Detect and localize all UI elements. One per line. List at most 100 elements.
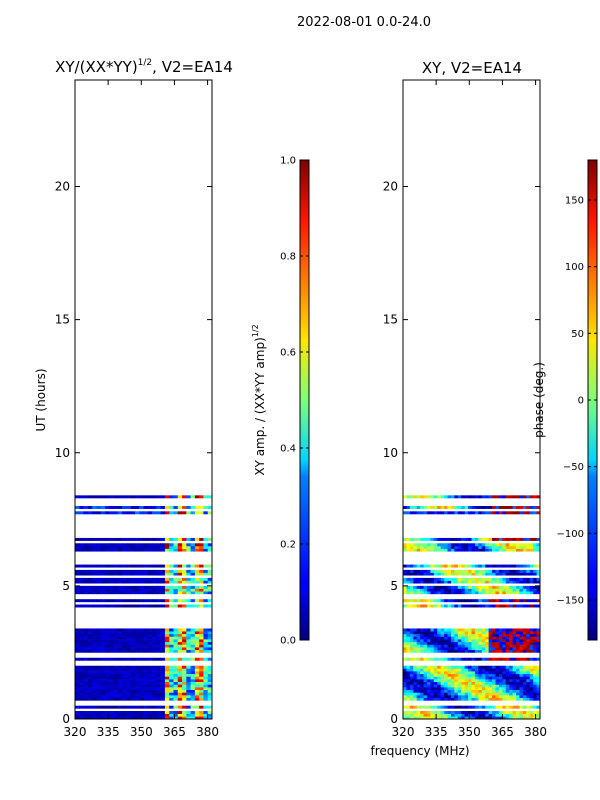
amplitude-heatmap-cell [134,644,140,648]
phase-heatmap-cell [468,679,472,683]
amplitude-heatmap-cell [177,511,183,515]
phase-heatmap-cell [495,628,500,632]
phase-heatmap-cell [420,697,424,701]
phase-heatmap-cell [409,641,414,645]
amplitude-heatmap-cell [190,692,196,696]
phase-heatmap-cell [488,684,493,688]
phase-heatmap-cell [529,687,534,691]
amplitude-heatmap-cell [203,697,209,701]
phase-heatmap-cell [502,631,507,635]
phase-heatmap-cell [416,591,421,595]
amplitude-heatmap-cell [143,657,149,661]
phase-heatmap-cell [474,591,479,595]
phase-heatmap-cell [468,695,472,698]
phase-heatmap-cell [413,633,418,637]
phase-heatmap-cell [522,692,527,696]
amplitude-heatmap-cell [75,713,80,717]
amplitude-heatmap-cell [190,647,196,651]
amplitude-heatmap-cell [194,711,200,714]
phase-heatmap-cell [437,711,442,714]
phase-heatmap-cell [440,569,445,573]
phase-x-tick-label: 320 [392,725,415,739]
amplitude-heatmap-cell [194,585,200,589]
amplitude-heatmap-cell [139,668,144,672]
amplitude-heatmap-cell [139,599,144,603]
amplitude-heatmap-cell [122,628,127,632]
amplitude-heatmap-cell [75,495,80,499]
phase-heatmap-cell [519,599,524,603]
amplitude-masked-row [75,700,212,702]
phase-heatmap-cell [406,633,411,637]
phase-heatmap-cell [457,641,462,645]
phase-heatmap-cell [450,673,455,677]
phase-heatmap-cell [516,644,520,648]
phase-heatmap-cell [454,639,459,643]
amplitude-heatmap-cell [182,671,187,675]
phase-heatmap-cell [512,537,517,541]
phase-masked-row [403,503,540,505]
phase-masked-row [403,615,540,617]
amplitude-heatmap-cell [83,644,89,648]
phase-heatmap-cell [512,599,517,603]
amplitude-heatmap-cell [126,585,132,589]
phase-heatmap-cell [471,631,476,635]
phase-heatmap-cell [457,697,462,701]
amplitude-heatmap-cell [156,665,162,669]
phase-heatmap-cell [495,665,500,669]
amplitude-heatmap-cell [109,679,114,683]
amplitude-heatmap-cell [194,684,200,688]
phase-heatmap-cell [403,639,407,643]
amplitude-heatmap-cell [92,676,97,680]
amplitude-heatmap-cell [164,564,170,568]
phase-heatmap-cell [437,577,442,581]
phase-heatmap-cell [454,591,459,595]
amplitude-heatmap-cell [177,644,183,648]
amplitude-heatmap-cell [122,564,127,568]
phase-heatmap-cell [502,644,507,648]
phase-heatmap-cell [406,631,411,635]
amplitude-colorbar-tick-label: 0.8 [280,252,296,263]
amplitude-heatmap-cell [177,569,183,573]
phase-heatmap-cell [437,548,442,552]
amplitude-heatmap-cell [186,697,191,701]
phase-heatmap-cell [416,604,421,608]
phase-heatmap-cell [433,639,438,643]
phase-heatmap-cell [505,684,510,688]
phase-heatmap-cell [509,633,513,637]
amplitude-heatmap-cell [169,511,174,515]
phase-heatmap-cell [423,705,428,709]
amplitude-heatmap-cell [126,644,132,648]
phase-heatmap-cell [481,649,486,653]
phase-heatmap-cell [406,639,411,643]
amplitude-heatmap-cell [130,577,136,581]
amplitude-masked-row [75,519,212,521]
phase-heatmap-cell [433,572,438,576]
amplitude-heatmap-cell [92,657,97,661]
amplitude-heatmap-cell [199,580,204,584]
amplitude-heatmap-cell [164,681,170,685]
amplitude-heatmap-cell [104,705,110,709]
phase-heatmap-cell [488,543,493,547]
amplitude-heatmap-cell [207,577,213,581]
phase-heatmap-cell [526,537,531,541]
phase-heatmap-cell [464,668,469,672]
phase-heatmap-cell [498,604,503,608]
phase-heatmap-cell [403,673,407,677]
amplitude-heatmap-cell [190,676,196,680]
amplitude-heatmap-cell [169,668,174,672]
amplitude-heatmap-cell [147,657,153,661]
amplitude-heatmap-cell [79,647,84,651]
phase-heatmap-cell [416,705,421,709]
amplitude-heatmap-cell [113,506,119,509]
amplitude-heatmap-cell [122,684,127,688]
phase-heatmap-cell [433,671,438,675]
amplitude-heatmap-cell [186,679,191,683]
phase-heatmap-cell [522,687,527,691]
phase-heatmap-cell [536,684,541,688]
amplitude-heatmap-cell [75,537,80,541]
amplitude-heatmap-cell [190,591,196,595]
amplitude-heatmap-cell [164,631,170,635]
phase-heatmap-cell [420,689,424,693]
phase-heatmap-cell [498,647,503,651]
phase-heatmap-cell [468,649,472,653]
